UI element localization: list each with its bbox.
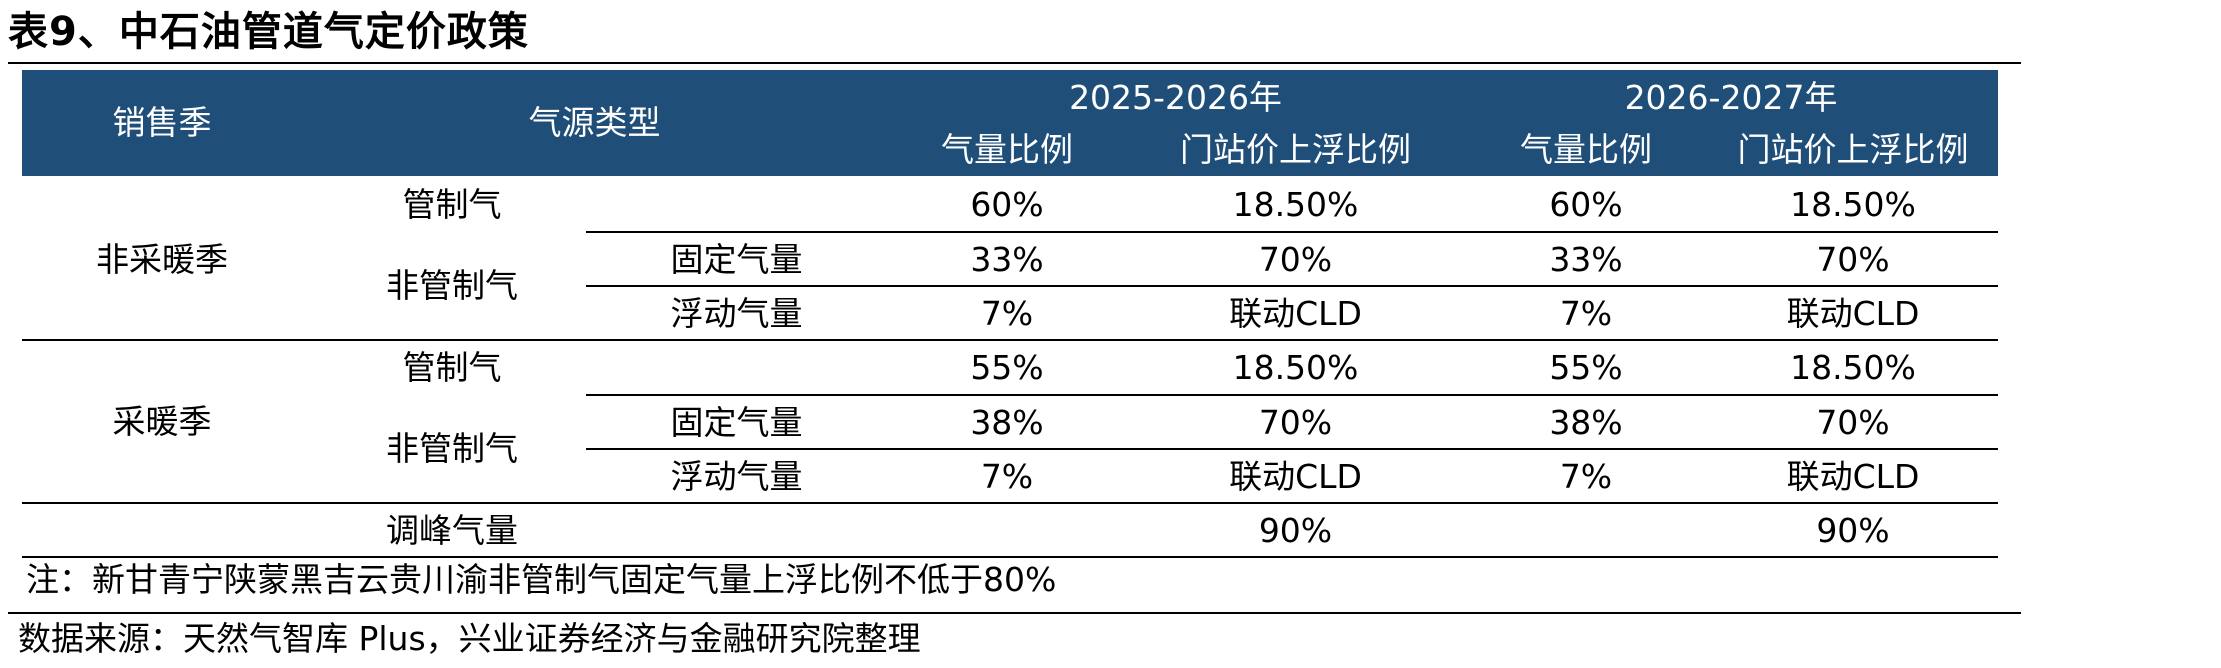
cell-value: 38% bbox=[970, 403, 1044, 442]
group-divider bbox=[22, 502, 1998, 504]
cell-value: 联动CLD bbox=[1786, 457, 1920, 496]
fixed-volume-label: 固定气量 bbox=[670, 403, 803, 442]
cell-value: 7% bbox=[1559, 457, 1613, 496]
cell-value: 55% bbox=[1549, 348, 1623, 387]
cell-value: 7% bbox=[980, 294, 1034, 333]
season-label: 采暖季 bbox=[112, 402, 212, 441]
table-header bbox=[22, 70, 1998, 176]
cell-value: 70% bbox=[1258, 403, 1333, 442]
row-divider bbox=[586, 285, 1998, 287]
source-divider bbox=[8, 612, 2021, 614]
header-uplift-2: 门站价上浮比例 bbox=[1737, 130, 1969, 169]
group-divider bbox=[22, 339, 1998, 341]
data-source: 数据来源：天然气智库 Plus，兴业证券经济与金融研究院整理 bbox=[18, 619, 921, 658]
header-gas-type: 气源类型 bbox=[528, 103, 661, 142]
cell-value: 7% bbox=[1559, 294, 1613, 333]
cell-value: 90% bbox=[1816, 511, 1890, 550]
header-year-2025-2026: 2025-2026年 bbox=[1069, 78, 1282, 117]
peak-shaving-label: 调峰气量 bbox=[386, 511, 518, 550]
header-year-2026-2027: 2026-2027年 bbox=[1624, 78, 1838, 117]
title-divider bbox=[8, 62, 2021, 64]
cell-value: 60% bbox=[1549, 185, 1623, 224]
cell-value: 70% bbox=[1816, 240, 1890, 279]
cell-value: 7% bbox=[980, 457, 1034, 496]
cell-value: 55% bbox=[970, 348, 1044, 387]
cell-value: 70% bbox=[1816, 403, 1890, 442]
row-divider bbox=[586, 394, 1998, 396]
cell-value: 90% bbox=[1258, 511, 1333, 550]
table-bottom-border bbox=[22, 556, 1998, 558]
floating-volume-label: 浮动气量 bbox=[670, 294, 803, 333]
cell-value: 18.50% bbox=[1790, 185, 1916, 224]
row-divider bbox=[586, 231, 1998, 233]
table-note: 注：新甘青宁陕蒙黑吉云贵川渝非管制气固定气量上浮比例不低于80% bbox=[26, 560, 1057, 599]
table-title: 表9、中石油管道气定价政策 bbox=[8, 9, 529, 55]
cell-value: 38% bbox=[1549, 403, 1623, 442]
cell-value: 18.50% bbox=[1790, 348, 1916, 387]
header-ratio-2: 气量比例 bbox=[1520, 130, 1652, 169]
header-season: 销售季 bbox=[112, 103, 212, 142]
header-ratio-1: 气量比例 bbox=[941, 130, 1073, 169]
cell-value: 33% bbox=[1549, 240, 1623, 279]
header-uplift-1: 门站价上浮比例 bbox=[1180, 130, 1411, 169]
row-divider bbox=[586, 448, 1998, 450]
cell-value: 18.50% bbox=[1232, 348, 1359, 387]
fixed-volume-label: 固定气量 bbox=[670, 240, 803, 279]
cell-value: 33% bbox=[970, 240, 1044, 279]
regulated-gas-label: 管制气 bbox=[402, 348, 502, 387]
cell-value: 60% bbox=[970, 185, 1044, 224]
cell-value: 18.50% bbox=[1232, 185, 1359, 224]
regulated-gas-label: 管制气 bbox=[402, 185, 502, 224]
floating-volume-label: 浮动气量 bbox=[670, 457, 803, 496]
cell-value: 70% bbox=[1258, 240, 1333, 279]
nonregulated-gas-label: 非管制气 bbox=[386, 429, 518, 468]
cell-value: 联动CLD bbox=[1229, 294, 1362, 333]
cell-value: 联动CLD bbox=[1229, 457, 1362, 496]
nonregulated-gas-label: 非管制气 bbox=[386, 266, 518, 305]
season-label: 非采暖季 bbox=[96, 240, 228, 279]
cell-value: 联动CLD bbox=[1786, 294, 1920, 333]
